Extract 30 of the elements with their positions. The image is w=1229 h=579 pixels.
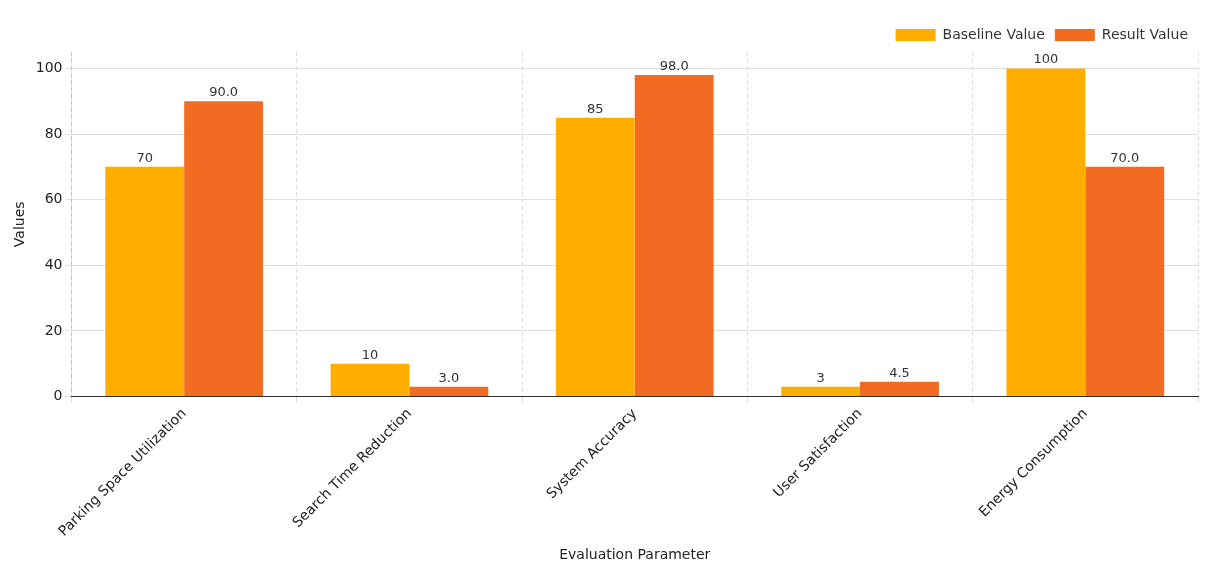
data-label: 3.0 <box>438 369 460 385</box>
x-axis-title: Evaluation Parameter <box>559 546 711 563</box>
bar <box>1085 166 1165 397</box>
bar <box>860 381 939 397</box>
bar <box>105 166 185 397</box>
data-label: 70.0 <box>1110 149 1140 165</box>
data-label: 70 <box>136 149 154 165</box>
data-label: 3 <box>816 369 825 385</box>
bar <box>634 74 714 397</box>
data-label: 10 <box>361 346 379 362</box>
legend-label: Baseline Value <box>942 25 1045 42</box>
y-axis-title: Values <box>11 201 28 248</box>
bar <box>330 363 410 397</box>
bar <box>1006 68 1086 397</box>
data-label: 4.5 <box>889 364 910 380</box>
bar <box>409 386 489 397</box>
bar <box>781 386 861 397</box>
y-tick-label: 60 <box>44 190 63 207</box>
y-tick-label: 0 <box>53 387 63 404</box>
legend-label: Result Value <box>1101 25 1188 42</box>
y-tick-label: 80 <box>44 124 63 141</box>
bar <box>184 101 264 397</box>
bar <box>555 117 635 397</box>
y-tick-label: 40 <box>44 255 63 272</box>
data-label: 98.0 <box>659 57 689 73</box>
data-label: 90.0 <box>209 84 239 100</box>
data-label: 100 <box>1033 51 1059 67</box>
data-label: 85 <box>587 100 604 116</box>
y-tick-label: 100 <box>35 59 63 76</box>
y-tick-label: 20 <box>44 321 63 338</box>
